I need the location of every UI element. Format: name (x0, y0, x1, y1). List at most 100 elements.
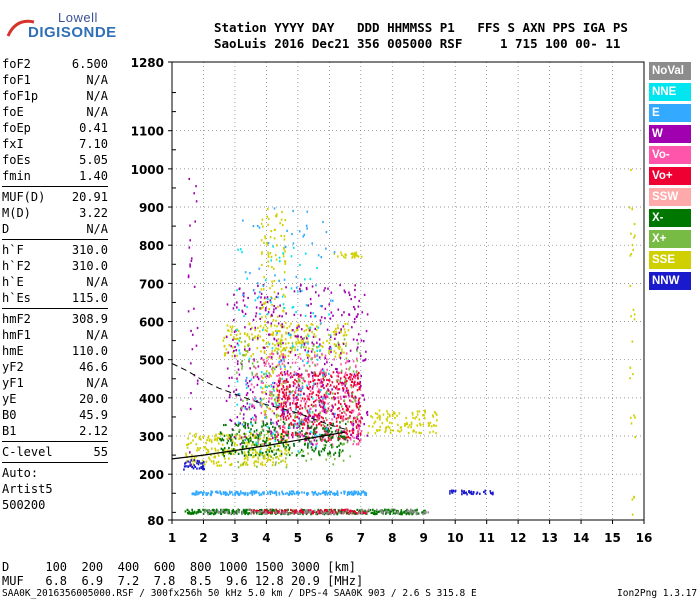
echo-point (402, 511, 404, 514)
echo-point (375, 508, 378, 511)
echo-point (342, 382, 345, 385)
echo-point (278, 449, 281, 452)
echo-point (284, 448, 286, 451)
echo-point (364, 358, 367, 361)
echo-point (275, 333, 278, 337)
echo-point (388, 426, 391, 429)
echo-point (345, 352, 348, 355)
echo-point (344, 395, 347, 398)
echo-point (329, 338, 332, 342)
param-value: 6.500 (71, 57, 108, 71)
echo-point (285, 312, 287, 315)
echo-point (296, 405, 298, 409)
echo-point (299, 411, 302, 415)
echo-point (246, 508, 248, 511)
echo-point (297, 339, 299, 342)
echo-point (272, 432, 274, 435)
echo-point (226, 303, 229, 306)
echo-point (204, 509, 207, 512)
echo-point (279, 324, 282, 327)
echo-point (283, 278, 286, 281)
echo-point (268, 442, 270, 445)
echo-point (222, 339, 225, 342)
echo-point (276, 431, 279, 435)
echo-point (342, 435, 345, 438)
echo-point (253, 386, 256, 389)
echo-point (295, 454, 298, 457)
echo-point (271, 280, 273, 283)
echo-point (242, 353, 245, 357)
echo-point (275, 430, 278, 433)
echo-point (273, 349, 276, 352)
echo-point (347, 435, 350, 439)
echo-point (239, 490, 242, 493)
echo-point (405, 423, 407, 426)
echo-point (282, 293, 285, 296)
echo-point (276, 244, 278, 247)
echo-point (272, 508, 275, 512)
echo-point (316, 385, 319, 388)
echo-point (253, 492, 256, 495)
echo-point (341, 348, 343, 351)
echo-point (334, 387, 337, 390)
echo-point (391, 422, 393, 425)
echo-point (196, 382, 199, 385)
echo-point (342, 436, 344, 440)
echo-point (205, 493, 208, 496)
echo-point (281, 210, 283, 214)
echo-point (277, 344, 280, 347)
echo-point (260, 386, 262, 389)
echo-point (349, 415, 351, 418)
tick-label-x: 15 (604, 531, 621, 545)
lowell-digisonde-logo: Lowell DIGISONDE (6, 8, 166, 48)
echo-point (263, 410, 266, 413)
echo-point (306, 351, 309, 354)
echo-point (234, 355, 236, 358)
echo-point (354, 252, 356, 255)
echo-point (284, 260, 287, 263)
echo-point (345, 389, 348, 392)
echo-point (400, 429, 403, 432)
echo-point (344, 391, 347, 394)
echo-point (226, 434, 228, 437)
echo-point (263, 491, 265, 494)
echo-point (232, 508, 234, 512)
echo-point (221, 452, 224, 455)
echo-point (276, 332, 278, 335)
echo-point (307, 438, 310, 441)
echo-point (278, 361, 280, 364)
tick-label-x: 5 (294, 531, 302, 545)
echo-point (246, 456, 249, 459)
echo-point (316, 419, 318, 423)
echo-point (358, 382, 360, 386)
legend-item-noval: NoVal (649, 62, 691, 80)
echo-point (325, 412, 327, 415)
echo-point (282, 353, 285, 356)
echo-point (264, 301, 267, 304)
echo-point (276, 444, 279, 448)
echo-point (311, 375, 314, 378)
echo-point (326, 368, 328, 371)
echo-point (186, 511, 189, 515)
echo-point (346, 439, 349, 442)
echo-point (257, 442, 259, 445)
echo-point (291, 361, 294, 364)
echo-point (333, 385, 335, 388)
echo-point (403, 511, 406, 514)
echo-point (269, 365, 271, 368)
echo-point (283, 401, 285, 404)
echo-point (226, 438, 229, 441)
echo-point (365, 329, 368, 333)
echo-point (223, 423, 225, 427)
echo-point (266, 509, 268, 512)
echo-point (315, 393, 318, 397)
echo-point (237, 460, 239, 464)
echo-point (244, 435, 246, 438)
echo-point (262, 306, 264, 309)
echo-point (329, 438, 332, 442)
echo-point (280, 402, 283, 405)
echo-point (270, 385, 273, 388)
echo-point (631, 513, 634, 516)
echo-point (260, 447, 262, 450)
echo-point (226, 442, 229, 445)
